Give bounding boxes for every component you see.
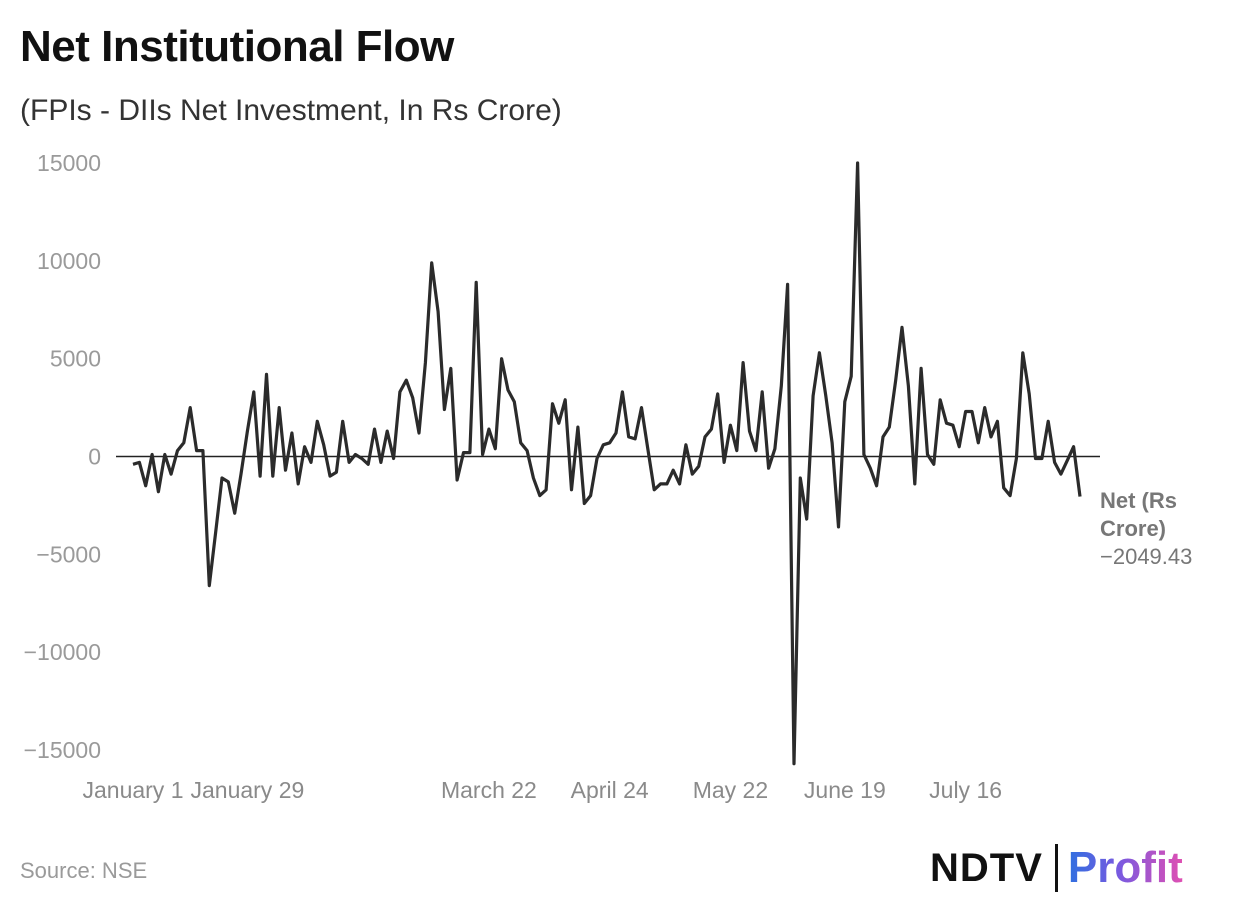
series-last-value: −2049.43 <box>1100 544 1192 569</box>
x-tick-label: July 16 <box>929 777 1002 803</box>
series-label-net-unit: Crore) <box>1100 516 1166 541</box>
y-tick-label: 0 <box>88 444 101 470</box>
line-chart: 15000 10000 5000 0 −5000 −10000 −15000 January… <box>24 150 1193 803</box>
x-axis-ticks: January 1 January 29 March 22 April 24 May 2… <box>82 777 1002 803</box>
series-line-net <box>132 161 1082 766</box>
x-tick-label: May 22 <box>693 777 768 803</box>
x-tick-label: April 24 <box>571 777 649 803</box>
source-note: Source: NSE <box>20 858 148 883</box>
chart-title: Net Institutional Flow <box>20 22 454 71</box>
ndtv-logo-text: NDTV <box>930 845 1043 890</box>
y-tick-label: −10000 <box>24 639 101 665</box>
y-tick-label: −15000 <box>24 737 101 763</box>
chart-subtitle: (FPIs - DIIs Net Investment, In Rs Crore… <box>20 94 562 127</box>
ndtv-profit-logo: NDTV Profit <box>930 840 1225 896</box>
y-axis-ticks: 15000 10000 5000 0 −5000 −10000 −15000 <box>24 150 101 763</box>
x-tick-label: June 19 <box>804 777 886 803</box>
logo-divider <box>1054 844 1058 892</box>
y-tick-label: 5000 <box>50 346 101 372</box>
y-tick-label: −5000 <box>36 541 101 567</box>
x-tick-label: January 1 <box>82 777 183 803</box>
x-tick-label: March 22 <box>441 777 537 803</box>
profit-logo-text: Profit <box>1067 843 1183 892</box>
y-tick-label: 15000 <box>37 150 101 176</box>
y-tick-label: 10000 <box>37 248 101 274</box>
series-label-net: Net (Rs <box>1100 488 1177 513</box>
x-tick-label: January 29 <box>190 777 304 803</box>
